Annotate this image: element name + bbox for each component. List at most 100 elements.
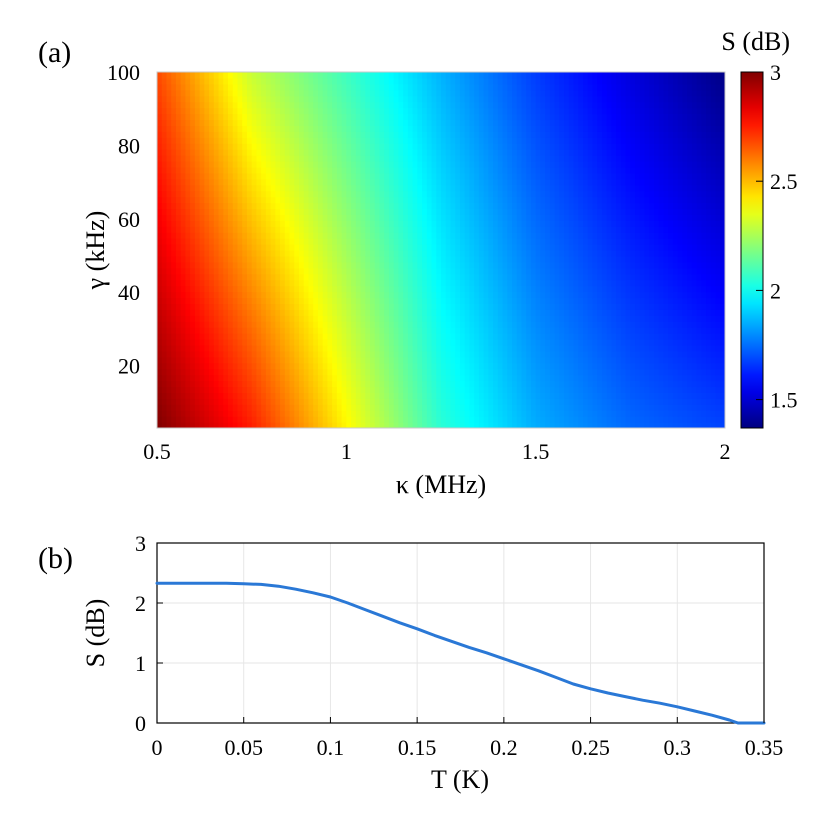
heatmap-cell <box>251 350 257 358</box>
heatmap-cell <box>649 184 655 192</box>
heatmap-cell <box>592 350 598 358</box>
heatmap-cell <box>710 309 717 316</box>
heatmap-cell <box>403 350 409 358</box>
heatmap-cell <box>204 410 210 417</box>
heatmap-cell <box>398 392 404 399</box>
heatmap-cell <box>407 291 414 299</box>
heatmap-cell <box>365 202 371 210</box>
heatmap-cell <box>199 380 205 388</box>
heatmap-cell <box>294 416 300 423</box>
heatmap-cell <box>441 356 447 364</box>
heatmap-cell <box>658 380 665 388</box>
heatmap-cell <box>270 232 276 239</box>
heatmap-cell <box>478 374 485 382</box>
heatmap-cell <box>672 368 679 376</box>
heatmap-cell <box>564 356 570 364</box>
heatmap-cell <box>265 214 272 221</box>
heatmap-cell <box>422 416 428 423</box>
heatmap-cell <box>299 392 305 399</box>
heatmap-cell <box>431 291 437 299</box>
heatmap-cell <box>360 404 366 411</box>
heatmap-cell <box>336 416 343 423</box>
heatmap-cell <box>388 184 395 192</box>
heatmap-cell <box>710 350 717 358</box>
heatmap-cell <box>530 190 537 198</box>
heatmap-cell <box>715 398 721 405</box>
heatmap-cell <box>166 303 172 310</box>
heatmap-cell <box>280 196 286 204</box>
heatmap-cell <box>672 404 679 411</box>
heatmap-cell <box>710 202 717 210</box>
heatmap-cell <box>166 368 172 376</box>
heatmap-cell <box>398 380 404 388</box>
heatmap-cell <box>706 232 712 239</box>
heatmap-cell <box>530 362 537 370</box>
heatmap-cell <box>464 297 470 304</box>
heatmap-cell <box>384 178 390 186</box>
heatmap-cell <box>284 422 291 428</box>
heatmap-cell <box>251 261 257 269</box>
heatmap-cell <box>668 232 674 239</box>
heatmap-cell <box>583 344 589 352</box>
heatmap-cell <box>507 339 513 346</box>
heatmap-cell <box>516 410 523 417</box>
heatmap-cell <box>597 273 603 281</box>
heatmap-cell <box>228 250 234 257</box>
heatmap-cell <box>507 279 513 287</box>
heatmap-cell <box>194 267 201 275</box>
heatmap-cell <box>502 232 508 239</box>
heatmap-cell <box>691 410 698 417</box>
heatmap-cell <box>426 214 433 221</box>
heatmap-cell <box>616 196 622 204</box>
heatmap-cell <box>403 291 409 299</box>
heatmap-cell <box>450 339 456 346</box>
heatmap-cell <box>412 333 418 340</box>
heatmap-cell <box>663 404 669 411</box>
heatmap-cell <box>564 386 570 393</box>
heatmap-cell <box>564 297 570 304</box>
heatmap-cell <box>436 315 442 322</box>
heatmap-cell <box>223 202 229 210</box>
heatmap-cell <box>327 356 333 364</box>
heatmap-cell <box>242 273 248 281</box>
heatmap-cell <box>374 333 381 340</box>
heatmap-cell <box>379 356 385 364</box>
heatmap-cell <box>625 255 631 263</box>
heatmap-cell <box>327 297 333 304</box>
heatmap-cell <box>313 279 319 287</box>
heatmap-cell <box>691 386 698 393</box>
heatmap-cell <box>199 226 205 233</box>
heatmap-cell <box>332 374 338 382</box>
heatmap-cell <box>601 279 608 287</box>
heatmap-cell <box>379 214 385 221</box>
heatmap-cell <box>393 279 399 287</box>
heatmap-cell <box>355 398 362 405</box>
heatmap-cell <box>682 356 688 364</box>
heatmap-cell <box>157 273 163 281</box>
heatmap-cell <box>549 368 556 376</box>
heatmap-cell <box>379 392 385 399</box>
heatmap-cell <box>545 226 551 233</box>
heatmap-cell <box>256 386 262 393</box>
heatmap-cell <box>616 208 622 215</box>
heatmap-cell <box>620 386 627 393</box>
heatmap-cell <box>478 202 485 210</box>
heatmap-cell <box>194 374 201 382</box>
heatmap-cell <box>199 315 205 322</box>
heatmap-cell <box>185 226 191 233</box>
heatmap-cell <box>464 350 470 358</box>
heatmap-cell <box>663 244 669 251</box>
heatmap-cell <box>388 333 395 340</box>
heatmap-cell <box>313 297 319 304</box>
heatmap-cell <box>663 422 669 428</box>
heatmap-cell <box>706 309 712 316</box>
heatmap-cell <box>265 309 272 316</box>
heatmap-cell <box>407 410 414 417</box>
heatmap-cell <box>464 374 470 382</box>
heatmap-cell <box>261 208 267 215</box>
heatmap-cell <box>478 285 485 293</box>
heatmap-cell <box>507 303 513 310</box>
heatmap-cell <box>251 196 257 204</box>
heatmap-cell <box>237 220 243 227</box>
heatmap-cell <box>554 315 560 322</box>
